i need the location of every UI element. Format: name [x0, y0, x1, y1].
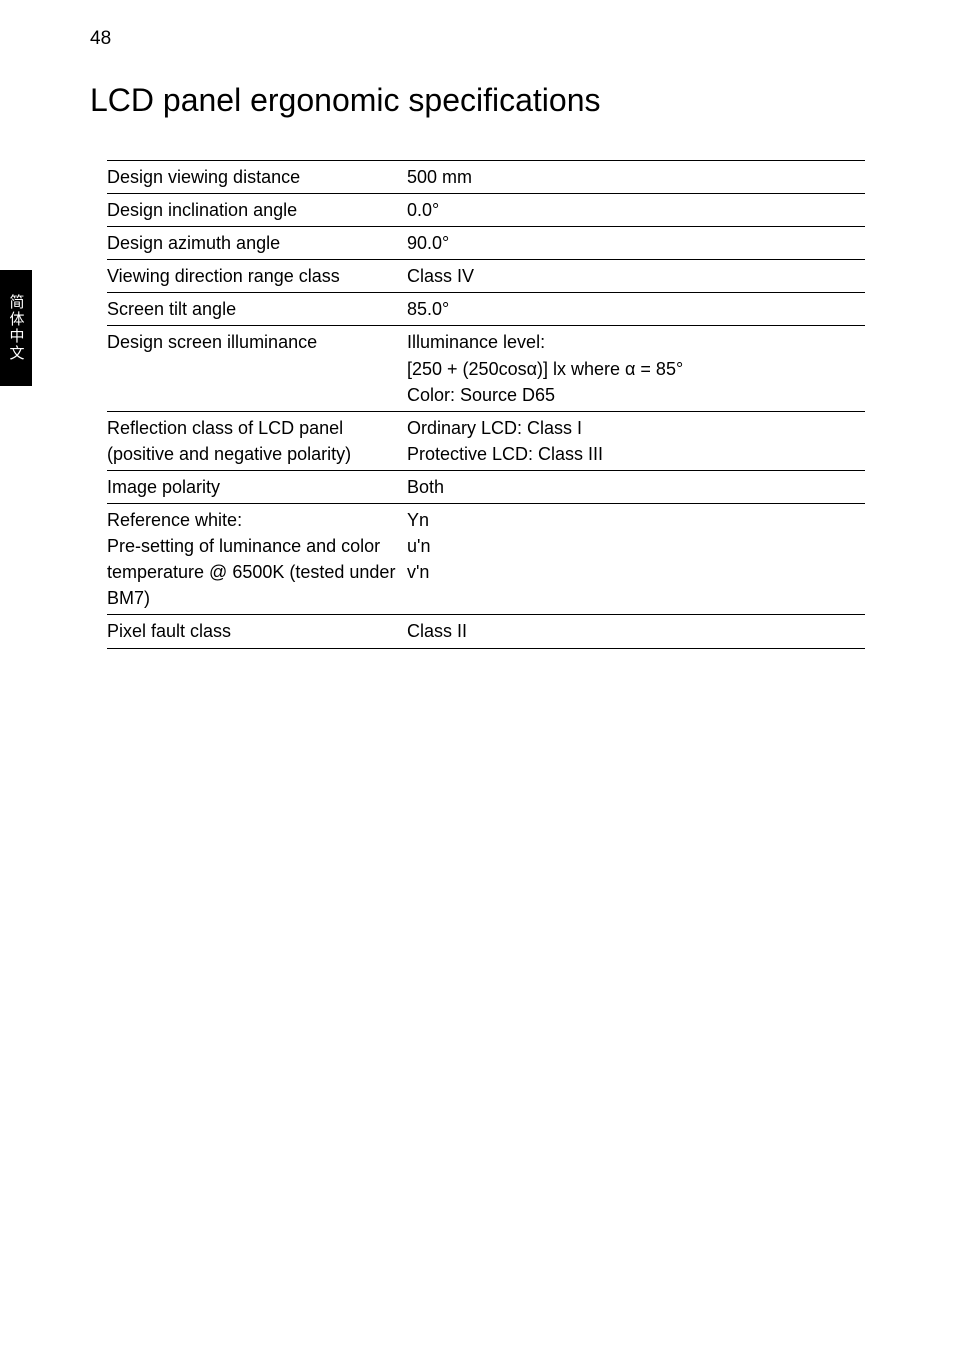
table-row: Image polarity Both: [107, 470, 865, 503]
table-row: Viewing direction range class Class IV: [107, 260, 865, 293]
spec-label: Design azimuth angle: [107, 227, 407, 260]
spec-value: Ordinary LCD: Class I Protective LCD: Cl…: [407, 411, 865, 470]
table-row: Reflection class of LCD panel (positive …: [107, 411, 865, 470]
spec-value-line: Ordinary LCD: Class I: [407, 415, 865, 441]
spec-value-line: Illuminance level:: [407, 329, 865, 355]
spec-table: Design viewing distance 500 mm Design in…: [107, 160, 865, 649]
spec-label: Reflection class of LCD panel (positive …: [107, 411, 407, 470]
spec-value: Illuminance level: [250 + (250cosα)] lx …: [407, 326, 865, 411]
spec-label: Image polarity: [107, 470, 407, 503]
table-row: Design azimuth angle 90.0°: [107, 227, 865, 260]
spec-value: Both: [407, 470, 865, 503]
spec-label: Pixel fault class: [107, 615, 407, 648]
table-row: Reference white: Pre-setting of luminanc…: [107, 504, 865, 615]
table-row: Screen tilt angle 85.0°: [107, 293, 865, 326]
spec-value-line: Protective LCD: Class III: [407, 441, 865, 467]
spec-value: Class II: [407, 615, 865, 648]
spec-label: Reference white: Pre-setting of luminanc…: [107, 504, 407, 615]
spec-label: Design viewing distance: [107, 161, 407, 194]
spec-label: Screen tilt angle: [107, 293, 407, 326]
spec-label: Design screen illuminance: [107, 326, 407, 411]
language-tab-label: 简体中文: [6, 294, 27, 362]
table-row: Design screen illuminance Illuminance le…: [107, 326, 865, 411]
spec-value: 0.0°: [407, 194, 865, 227]
spec-value-line: Color: Source D65: [407, 382, 865, 408]
spec-value-line: Yn: [407, 507, 865, 533]
spec-value: 500 mm: [407, 161, 865, 194]
table-row: Design inclination angle 0.0°: [107, 194, 865, 227]
spec-value-line: u'n: [407, 533, 865, 559]
spec-value: 90.0°: [407, 227, 865, 260]
spec-value: Class IV: [407, 260, 865, 293]
spec-value: Yn u'n v'n: [407, 504, 865, 615]
table-row: Design viewing distance 500 mm: [107, 161, 865, 194]
spec-label: Viewing direction range class: [107, 260, 407, 293]
spec-value: 85.0°: [407, 293, 865, 326]
table-row: Pixel fault class Class II: [107, 615, 865, 648]
page-title: LCD panel ergonomic specifications: [90, 82, 600, 119]
spec-value-line: [250 + (250cosα)] lx where α = 85°: [407, 356, 865, 382]
language-tab: 简体中文: [0, 270, 32, 386]
spec-label: Design inclination angle: [107, 194, 407, 227]
spec-value-line: v'n: [407, 559, 865, 585]
page-number: 48: [90, 28, 111, 50]
